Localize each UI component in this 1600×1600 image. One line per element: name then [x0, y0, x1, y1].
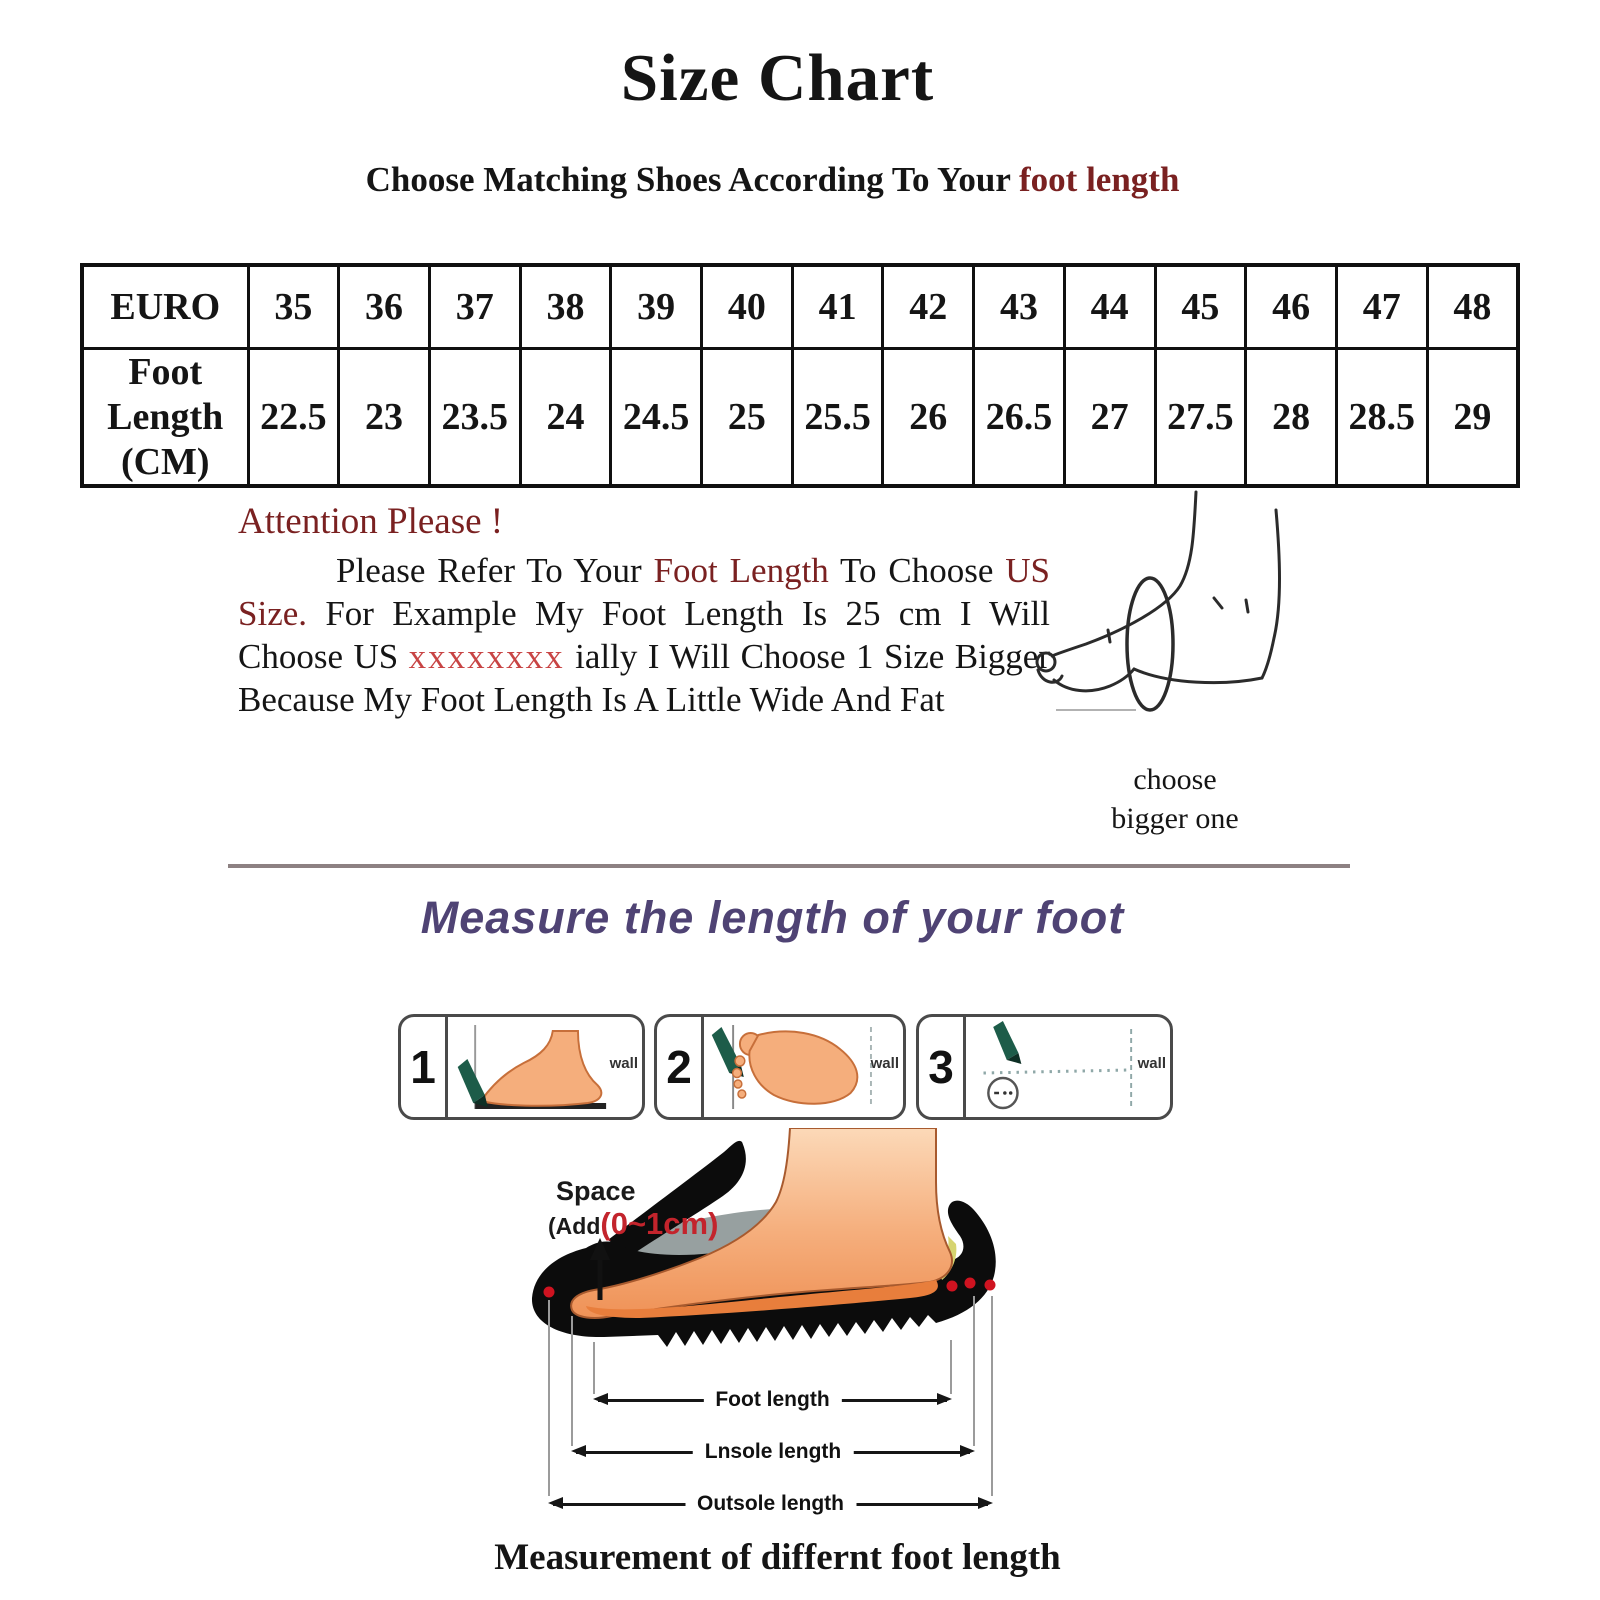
table-cell: 37 [427, 263, 522, 350]
step-number: 2 [657, 1017, 704, 1117]
extension-line [548, 1300, 550, 1496]
table-cell: 39 [609, 263, 704, 350]
table-cell: 43 [972, 263, 1066, 350]
arrowhead-left [571, 1445, 586, 1457]
extension-line [950, 1340, 952, 1394]
table-cell: 25 [700, 347, 794, 488]
extension-line [571, 1316, 573, 1446]
step-2-illustration: wall [704, 1017, 903, 1117]
table-cell: 38 [518, 263, 613, 350]
step-number: 3 [919, 1017, 966, 1117]
table-cell: 27.5 [1153, 347, 1248, 488]
dimension-insole-length: Lnsole length [571, 1440, 975, 1464]
table-row-foot-length: Foot Length (CM) 22.5 23 23.5 24 24.5 25… [80, 347, 1520, 488]
arrowhead-left [593, 1393, 608, 1405]
table-cell: 44 [1062, 263, 1157, 350]
attention-paragraph: Please Refer To Your Foot Length To Choo… [238, 549, 1050, 721]
table-cell: 26.5 [972, 347, 1066, 488]
arrowhead-right [937, 1393, 952, 1405]
dimension-foot-length: Foot length [593, 1388, 952, 1412]
table-cell: 29 [1425, 347, 1520, 488]
measure-heading: Measure the length of your foot [420, 892, 1125, 943]
dimension-label: Foot length [703, 1388, 842, 1412]
arrowhead-left [548, 1497, 563, 1509]
range-label: (0~1cm) [600, 1206, 719, 1241]
choose-bigger-note: choose bigger one [1111, 763, 1239, 835]
section-divider [228, 864, 1350, 868]
dimension-label: Lnsole length [692, 1440, 854, 1464]
table-cell: 25.5 [790, 347, 885, 488]
table-cell: 35 [246, 263, 341, 350]
wall-label: wall [609, 1055, 638, 1072]
step-2-drawing [711, 1025, 872, 1109]
table-cell: 28 [1244, 347, 1338, 488]
space-label: Space [556, 1176, 636, 1206]
attention-text: Please Refer To Your [336, 551, 654, 590]
table-cell: 46 [1244, 263, 1338, 350]
space-range-label: (Add(0~1cm) [548, 1206, 718, 1242]
attention-text: To Choose [828, 551, 1006, 590]
table-cell: 26 [881, 347, 976, 488]
attention-text: For Example My Foot Length Is 25 cm I Wi… [238, 594, 1050, 676]
step-3-illustration: wall [966, 1017, 1170, 1117]
measure-step-2: 2 wall [654, 1014, 906, 1120]
wall-label: wall [870, 1055, 899, 1072]
size-table: EURO 35 36 37 38 39 40 41 42 43 44 45 46… [80, 263, 1520, 489]
dimension-outsole-length: Outsole length [548, 1492, 993, 1516]
arrowhead-right [960, 1445, 975, 1457]
table-cell: 41 [790, 263, 885, 350]
attention-text-crossed: xxxxxxxx [408, 637, 565, 676]
shoe-measurement-drawing [531, 1128, 996, 1347]
step-3-drawing [983, 1021, 1133, 1110]
euro-header-cell: EURO [80, 263, 250, 350]
table-cell: 47 [1334, 263, 1429, 350]
arrowhead-right [978, 1497, 993, 1509]
dimension-label: Outsole length [685, 1492, 856, 1516]
table-cell: 24.5 [609, 347, 704, 488]
attention-text-red: US Size. [238, 551, 1051, 633]
measure-step-1: 1 wall [398, 1014, 645, 1120]
step-number: 1 [401, 1017, 448, 1117]
sketch-pointer-line [1056, 709, 1136, 711]
extension-line [593, 1342, 595, 1394]
step-1-drawing [457, 1025, 607, 1109]
attention-text-red: Foot Length [653, 551, 829, 590]
attention-heading: Attention Please ! [238, 501, 504, 542]
table-cell: 23.5 [427, 347, 522, 488]
table-cell: 23 [337, 347, 431, 488]
table-cell: 27 [1062, 347, 1157, 488]
extension-line [973, 1296, 975, 1446]
table-cell: 42 [881, 263, 976, 350]
table-cell: 40 [700, 263, 794, 350]
extension-line [991, 1296, 993, 1496]
table-cell: 24 [518, 347, 613, 488]
subtitle-highlight: foot length [1019, 160, 1180, 199]
page-title: Size Chart [620, 41, 935, 115]
bottom-caption: Measurement of differnt foot length [494, 1537, 1061, 1578]
foot-sketch-drawing [1035, 490, 1281, 712]
table-cell: 48 [1425, 263, 1520, 350]
subtitle-text: Choose Matching Shoes According To Your [365, 160, 1020, 199]
table-row-euro: EURO 35 36 37 38 39 40 41 42 43 44 45 46… [80, 263, 1520, 350]
table-cell: 22.5 [246, 347, 341, 488]
add-label: (Add [548, 1213, 601, 1239]
table-cell: 36 [337, 263, 431, 350]
table-cell: 28.5 [1334, 347, 1429, 488]
wall-label: wall [1137, 1055, 1166, 1072]
measure-step-3: 3 wall [916, 1014, 1173, 1120]
table-cell: 45 [1153, 263, 1248, 350]
step-1-illustration: wall [448, 1017, 642, 1117]
foot-length-header-cell: Foot Length (CM) [80, 347, 250, 488]
page-subtitle: Choose Matching Shoes According To Your … [0, 160, 1545, 200]
attention-text: ially I Will Choose 1 Size Bigger Becaus… [238, 637, 1050, 719]
attention-block: Attention Please ! Please Refer To Your … [238, 500, 1050, 721]
